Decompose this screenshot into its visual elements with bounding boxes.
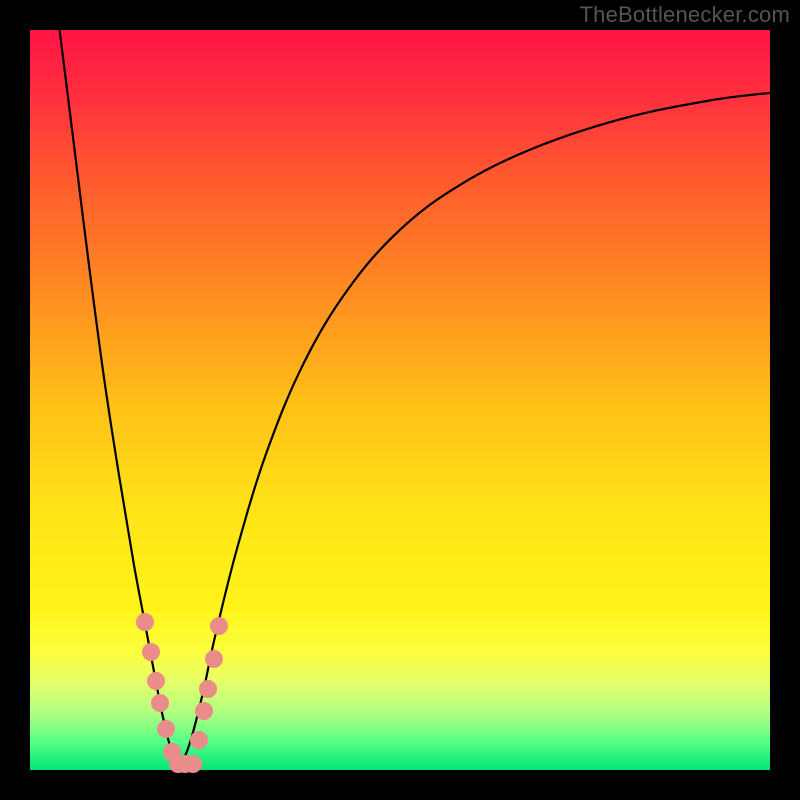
data-dot [151, 694, 169, 712]
data-dots-layer [30, 30, 770, 770]
data-dot [142, 643, 160, 661]
data-dot [190, 731, 208, 749]
data-dot [184, 755, 202, 773]
chart-root: TheBottlenecker.com [0, 0, 800, 800]
data-dot [195, 702, 213, 720]
data-dot [205, 650, 223, 668]
data-dot [199, 680, 217, 698]
plot-area [30, 30, 770, 770]
data-dot [136, 613, 154, 631]
data-dot [157, 720, 175, 738]
data-dot [210, 617, 228, 635]
data-dot [147, 672, 165, 690]
watermark-text: TheBottlenecker.com [580, 2, 790, 28]
